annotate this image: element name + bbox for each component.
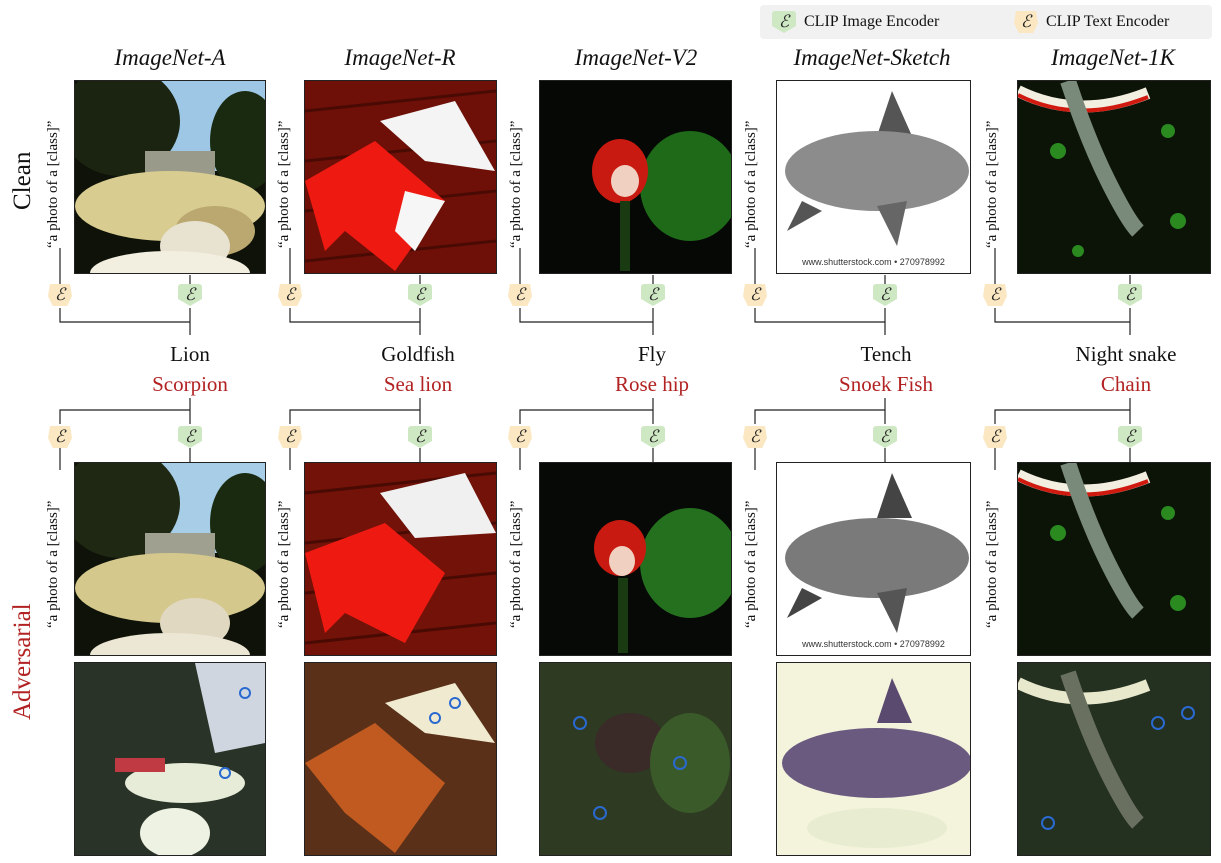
true-label: Lion [170,342,210,366]
dataset-title: ImageNet-A [114,45,226,70]
image-encoder-icon: ℰ [1118,284,1142,306]
text-encoder-icon: ℰ [48,284,72,306]
clean-image [539,80,732,274]
prompt-text: “a photo of a [class]” [276,120,292,248]
true-label: Fly [637,342,666,366]
prompt-text: “a photo of a [class]” [508,120,524,248]
dataset-title: ImageNet-R [344,45,456,70]
night-snake-adversarial-image [1018,463,1210,655]
image-encoder-icon: ℰ [641,284,665,306]
adversarial-label: Scorpion [152,372,228,396]
image-encoder-icon: ℰ [408,426,432,448]
text-encoder-icon: ℰ [983,426,1007,448]
prompt-text: “a photo of a [class]” [45,500,61,628]
image-encoder-icon: ℰ [408,284,432,306]
legend-image-encoder-label: CLIP Image Encoder [804,13,940,30]
image-encoder-icon: ℰ [873,426,897,448]
goldfish-origami-adversarial-image [305,463,496,655]
goldfish-origami-image [305,81,496,273]
legend-text-encoder: ℰ CLIP Text Encoder [1014,11,1169,33]
text-encoder-icon: ℰ [743,284,767,306]
clean-image [74,80,266,274]
perturbation-image [539,662,732,856]
watermark-text: www.shutterstock.com • 270978992 [802,257,945,267]
adversarial-label: Chain [1100,372,1152,396]
image-encoder-icon: ℰ [178,284,202,306]
clean-image [1017,80,1211,274]
perturbation-noise-image [540,663,731,855]
text-encoder-icon: ℰ [743,426,767,448]
perturbation-image [304,662,497,856]
prompt-text: “a photo of a [class]” [45,120,61,248]
dataset-title: ImageNet-1K [1051,45,1175,70]
perturbation-image [1017,662,1211,856]
legend-image-encoder: ℰ CLIP Image Encoder [772,11,939,33]
fly-on-flower-image [540,81,731,273]
clean-image [304,80,497,274]
adversarial-image [539,462,732,656]
true-label: Night snake [1075,342,1177,366]
adversarial-image [304,462,497,656]
adversarial-image [74,462,266,656]
perturbation-noise-image [1018,663,1210,855]
fly-on-flower-adversarial-image [540,463,731,655]
night-snake-image [1018,81,1210,273]
legend-text-encoder-label: CLIP Text Encoder [1046,13,1170,30]
dataset-title: ImageNet-Sketch [793,45,951,70]
true-label: Tench [860,342,912,366]
legend: ℰ CLIP Image Encoder ℰ CLIP Text Encoder [760,5,1212,39]
adversarial-image: www.shutterstock.com • 270978992 [776,462,971,656]
perturbation-noise-image [777,663,970,855]
image-encoder-icon: ℰ [178,426,202,448]
prompt-text: “a photo of a [class]” [743,500,759,628]
image-encoder-icon: ℰ [772,11,796,33]
prompt-text: “a photo of a [class]” [984,500,1000,628]
adversarial-label: Snoek Fish [839,372,933,396]
adversarial-label: Rose hip [614,372,690,396]
prompt-text: “a photo of a [class]” [276,500,292,628]
adversarial-label: Sea lion [383,372,453,396]
image-encoder-icon: ℰ [873,284,897,306]
prompt-text: “a photo of a [class]” [984,120,1000,248]
dataset-title: ImageNet-V2 [574,45,698,70]
adversarial-image [1017,462,1211,656]
text-encoder-icon: ℰ [983,284,1007,306]
text-encoder-icon: ℰ [278,284,302,306]
text-encoder-icon: ℰ [508,284,532,306]
image-encoder-icon: ℰ [1118,426,1142,448]
text-encoder-icon: ℰ [508,426,532,448]
watermark-text: www.shutterstock.com • 270978992 [802,639,945,649]
clean-image: www.shutterstock.com • 270978992 [776,80,971,274]
perturbation-noise-image [305,663,496,855]
lion-scene-image [75,81,265,273]
prompt-text: “a photo of a [class]” [508,500,524,628]
lion-scene-adversarial-image [75,463,265,655]
perturbation-noise-image [75,663,265,855]
text-encoder-icon: ℰ [278,426,302,448]
text-encoder-icon: ℰ [1014,11,1038,33]
true-label: Goldfish [381,342,455,366]
text-encoder-icon: ℰ [48,426,72,448]
tench-sketch-image [777,81,970,273]
tench-sketch-adversarial-image [777,463,970,655]
perturbation-image [776,662,971,856]
prompt-text: “a photo of a [class]” [743,120,759,248]
perturbation-image [74,662,266,856]
image-encoder-icon: ℰ [641,426,665,448]
